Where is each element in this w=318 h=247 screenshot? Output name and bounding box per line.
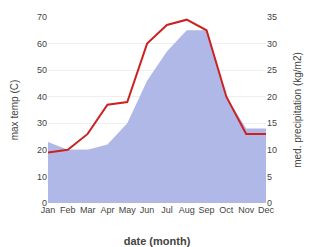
svg-text:Aug: Aug xyxy=(179,205,195,215)
svg-text:20: 20 xyxy=(37,145,47,155)
svg-text:60: 60 xyxy=(37,39,47,49)
svg-text:Apr: Apr xyxy=(100,205,114,215)
svg-text:50: 50 xyxy=(37,65,47,75)
svg-text:May: May xyxy=(119,205,137,215)
svg-text:Feb: Feb xyxy=(60,205,76,215)
svg-text:date (month): date (month) xyxy=(124,235,191,247)
svg-text:25: 25 xyxy=(267,65,277,75)
svg-text:20: 20 xyxy=(267,92,277,102)
svg-text:Mar: Mar xyxy=(80,205,96,215)
svg-text:15: 15 xyxy=(267,118,277,128)
svg-text:30: 30 xyxy=(267,39,277,49)
svg-text:Dec: Dec xyxy=(258,205,275,215)
svg-text:0: 0 xyxy=(267,198,272,208)
svg-text:max temp (C): max temp (C) xyxy=(9,80,20,141)
svg-text:Jan: Jan xyxy=(41,205,56,215)
svg-text:Nov: Nov xyxy=(238,205,255,215)
svg-text:Jun: Jun xyxy=(140,205,155,215)
svg-text:Jul: Jul xyxy=(161,205,173,215)
svg-text:0: 0 xyxy=(42,198,47,208)
svg-text:40: 40 xyxy=(37,92,47,102)
svg-text:70: 70 xyxy=(37,12,47,22)
svg-text:35: 35 xyxy=(267,12,277,22)
svg-text:Sep: Sep xyxy=(199,205,215,215)
svg-text:med. precipitation (kg/m2): med. precipitation (kg/m2) xyxy=(292,52,303,168)
svg-text:Oct: Oct xyxy=(219,205,234,215)
svg-text:10: 10 xyxy=(37,172,47,182)
svg-text:10: 10 xyxy=(267,145,277,155)
svg-text:5: 5 xyxy=(267,172,272,182)
svg-text:30: 30 xyxy=(37,118,47,128)
